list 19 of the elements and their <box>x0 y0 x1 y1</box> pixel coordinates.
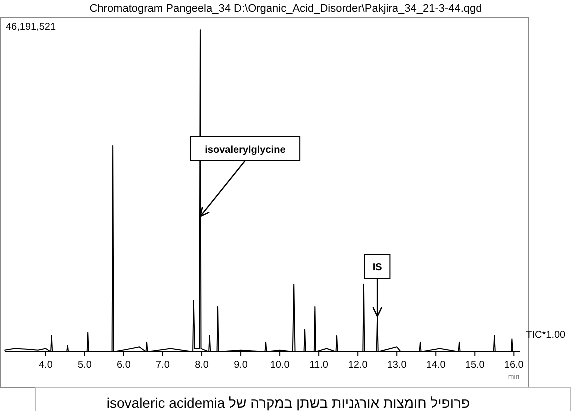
x-tick-label: 11.0 <box>310 360 329 371</box>
x-tick-label: 8.0 <box>195 360 210 371</box>
x-tick-label: 13.0 <box>387 360 408 371</box>
x-tick-label: 4.0 <box>39 360 54 371</box>
x-tick-label: 16.0 <box>504 360 524 371</box>
annotation: IS <box>372 262 383 274</box>
x-tick-label: 5.0 <box>78 360 92 371</box>
annotation: isovalerylglycine <box>205 144 286 156</box>
annotation: 46,191,521 <box>6 22 56 33</box>
x-tick-label: 14.0 <box>426 360 446 371</box>
text: פרופיל חומצות אורגניות בשתן במקרה של isovaleric acidemia <box>106 395 470 411</box>
text: TIC*1.00 <box>526 330 566 341</box>
x-tick-label: 7.0 <box>156 360 170 371</box>
x-tick-label: 9.0 <box>234 360 248 371</box>
chart-title: Chromatogram Pangeela_34 D:\Organic_Acid_Disorder\Pakjira_34_21-3-44.qgd <box>90 3 482 15</box>
x-tick-label: 12.0 <box>348 360 368 371</box>
x-tick-label: 10.0 <box>270 360 290 371</box>
x-tick-label: 15.0 <box>465 360 486 371</box>
x-tick-label: 6.0 <box>117 360 132 371</box>
